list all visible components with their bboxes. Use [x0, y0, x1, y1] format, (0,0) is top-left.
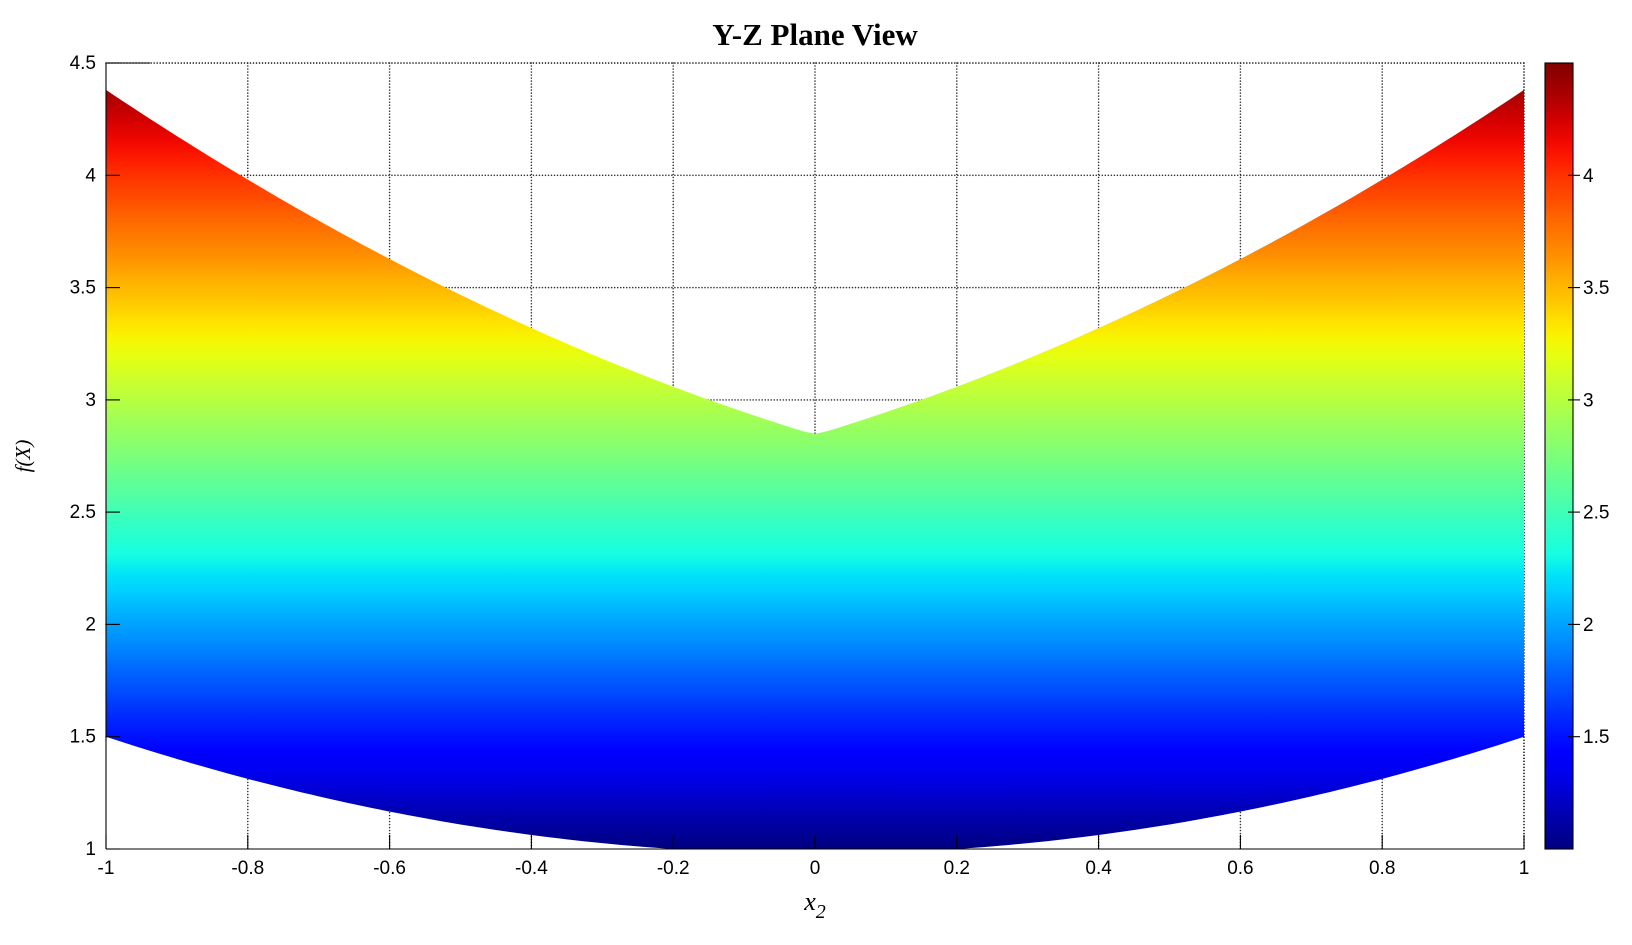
svg-text:0.6: 0.6 [1227, 858, 1253, 879]
svg-text:1.5: 1.5 [70, 727, 96, 748]
svg-text:3: 3 [85, 390, 96, 411]
svg-text:0: 0 [810, 858, 821, 879]
svg-text:3: 3 [1583, 390, 1594, 411]
svg-text:3.5: 3.5 [1583, 278, 1609, 299]
svg-text:2: 2 [85, 614, 96, 635]
svg-text:3.5: 3.5 [70, 278, 96, 299]
svg-text:1: 1 [85, 839, 96, 860]
svg-text:Y-Z Plane View: Y-Z Plane View [712, 17, 918, 52]
svg-text:0.4: 0.4 [1085, 858, 1112, 879]
svg-text:0.8: 0.8 [1369, 858, 1395, 879]
svg-text:0.2: 0.2 [944, 858, 970, 879]
svg-text:-1: -1 [98, 858, 115, 879]
svg-text:-0.8: -0.8 [231, 858, 264, 879]
svg-text:-0.6: -0.6 [373, 858, 406, 879]
svg-text:4: 4 [1583, 166, 1594, 187]
svg-text:2.5: 2.5 [1583, 503, 1609, 524]
svg-text:1: 1 [1519, 858, 1530, 879]
svg-text:2: 2 [1583, 615, 1594, 636]
svg-text:x2: x2 [803, 887, 826, 923]
svg-text:-0.2: -0.2 [657, 858, 690, 879]
svg-text:1.5: 1.5 [1583, 727, 1609, 748]
svg-text:4.5: 4.5 [70, 53, 96, 74]
svg-text:2.5: 2.5 [70, 502, 96, 523]
svg-text:-0.4: -0.4 [515, 858, 548, 879]
svg-text:4: 4 [85, 165, 96, 186]
svg-text:f(X): f(X) [11, 440, 35, 473]
